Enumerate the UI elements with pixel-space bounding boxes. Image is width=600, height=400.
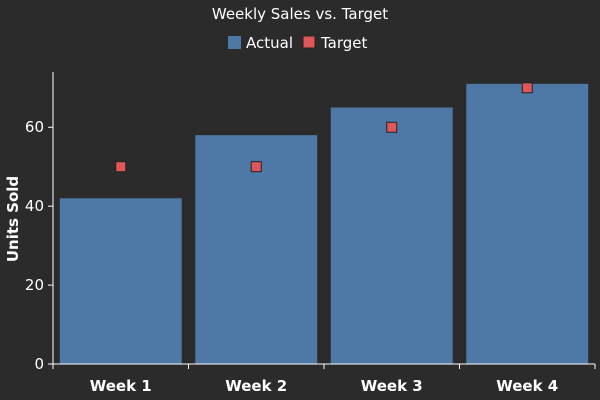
y-axis-label: Units Sold xyxy=(4,176,22,262)
chart-title: Weekly Sales vs. Target xyxy=(212,5,388,23)
plot-area: 0 20 40 60 Week 1 Week 2 Week 3 Week 4 xyxy=(25,72,596,395)
legend-swatch-actual xyxy=(228,36,241,49)
target-marker-week-3 xyxy=(386,121,398,133)
x-tick-label: Week 3 xyxy=(361,377,423,395)
legend-label-target: Target xyxy=(320,34,368,52)
x-tick-label: Week 4 xyxy=(496,377,558,395)
legend: Actual Target xyxy=(228,34,368,52)
legend-label-actual: Actual xyxy=(246,34,293,52)
bar-week-2 xyxy=(195,135,318,364)
legend-swatch-target xyxy=(302,35,316,49)
x-tick-label: Week 1 xyxy=(90,377,152,395)
y-tick-label: 60 xyxy=(25,118,44,136)
y-tick-label: 0 xyxy=(34,355,44,373)
target-marker-week-1 xyxy=(115,161,127,173)
x-tick-label: Week 2 xyxy=(225,377,287,395)
target-marker-week-4 xyxy=(521,82,533,94)
bar-week-1 xyxy=(59,198,182,364)
bar-week-4 xyxy=(466,83,589,365)
bar-week-3 xyxy=(330,107,453,364)
target-marker-week-2 xyxy=(250,161,262,173)
y-tick-label: 20 xyxy=(25,276,44,294)
y-tick-label: 40 xyxy=(25,197,44,215)
